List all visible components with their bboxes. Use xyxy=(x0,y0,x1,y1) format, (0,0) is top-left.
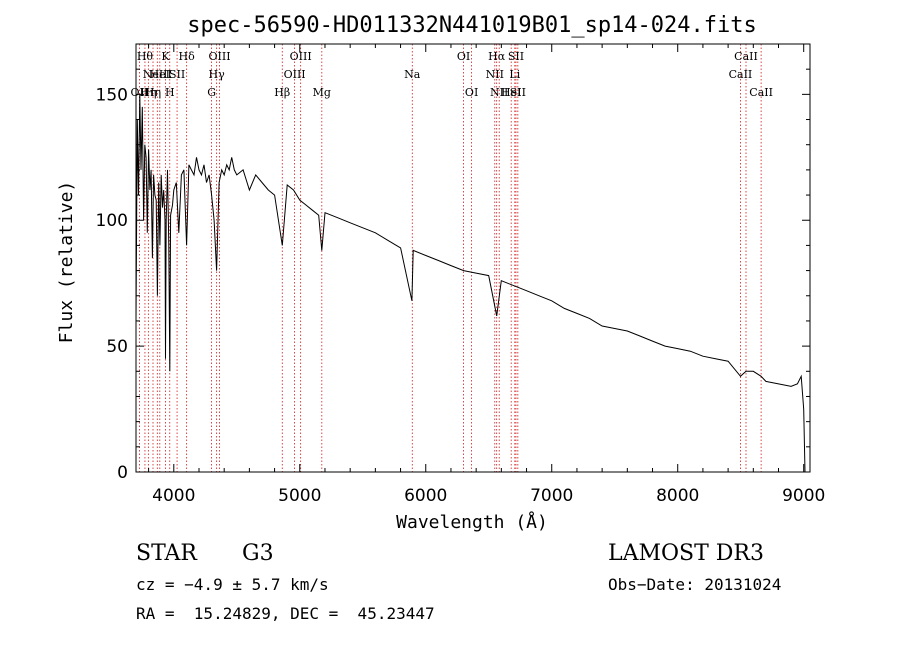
line-marker-label: CaII xyxy=(749,86,773,99)
line-marker-label: OI xyxy=(457,50,470,63)
x-tick-label: 7000 xyxy=(530,486,573,506)
coordinates: RA = 15.24829, DEC = 45.23447 xyxy=(136,604,435,623)
y-tick-label: 100 xyxy=(96,211,128,231)
line-marker-label: SII xyxy=(169,68,185,81)
line-marker-label: NeIII xyxy=(143,68,172,81)
line-marker-label: Hη xyxy=(145,86,161,99)
line-marker-label: OIII xyxy=(290,50,312,63)
y-tick-label: 150 xyxy=(96,85,128,105)
object-class: STAR xyxy=(136,541,198,566)
line-marker-label: CaII xyxy=(729,68,753,81)
line-marker-label: OII xyxy=(131,86,149,99)
line-marker-label: Na xyxy=(404,68,421,81)
line-marker-labels: OIIHθHηHηNeIIIHeIKHSIIHδGHγOIIIHβOIIIOII… xyxy=(131,50,773,99)
line-marker-label: Hβ xyxy=(274,86,290,99)
spectrum-line xyxy=(135,94,806,473)
line-marker-label: K xyxy=(161,50,170,63)
line-marker-label: G xyxy=(207,86,216,99)
x-tick-label: 8000 xyxy=(656,486,699,506)
line-marker-label: Hγ xyxy=(209,68,226,81)
line-marker-label: OI xyxy=(465,86,478,99)
y-tick-label: 0 xyxy=(117,463,128,483)
line-marker-label: CaII xyxy=(734,50,758,63)
line-marker-label: Mg xyxy=(313,86,331,99)
x-tick-label: 6000 xyxy=(404,486,447,506)
x-axis-label: Wavelength (Å) xyxy=(396,511,548,533)
x-tick-label: 4000 xyxy=(152,486,195,506)
redshift-velocity: cz = −4.9 ± 5.7 km/s xyxy=(136,575,329,594)
line-marker-label: Hη xyxy=(140,86,156,99)
line-marker-label: SII xyxy=(510,86,526,99)
x-tick-label: 9000 xyxy=(782,486,825,506)
x-axis-ticks: 4000 5000 6000 7000 8000 9000 xyxy=(148,44,825,506)
line-marker-label: Hδ xyxy=(179,50,196,63)
y-axis-ticks: 0 50 100 150 xyxy=(96,68,810,483)
line-marker-label: OIII xyxy=(284,68,306,81)
x-tick-label: 5000 xyxy=(278,486,321,506)
object-subclass: G3 xyxy=(242,541,274,566)
line-marker-label: HeI xyxy=(150,68,170,81)
line-marker-label: Li xyxy=(509,68,520,81)
line-marker-label: NII xyxy=(490,86,508,99)
line-marker-label: Hθ xyxy=(137,50,154,63)
observation-date: Obs−Date: 20131024 xyxy=(608,575,781,594)
survey-name: LAMOST DR3 xyxy=(608,541,764,566)
line-marker-label: SII xyxy=(508,50,524,63)
line-marker-label: Hα xyxy=(488,50,506,63)
y-axis-label: Flux (relative) xyxy=(56,181,77,344)
line-marker-label: HeI xyxy=(501,86,521,99)
line-marker-label: OIII xyxy=(208,50,230,63)
line-marker-label: H xyxy=(165,86,175,99)
y-tick-label: 50 xyxy=(106,337,128,357)
line-markers xyxy=(139,44,762,472)
plot-frame xyxy=(135,43,811,473)
line-marker-label: NII xyxy=(486,68,504,81)
chart-title: spec-56590-HD011332N441019B01_sp14-024.f… xyxy=(187,13,757,38)
